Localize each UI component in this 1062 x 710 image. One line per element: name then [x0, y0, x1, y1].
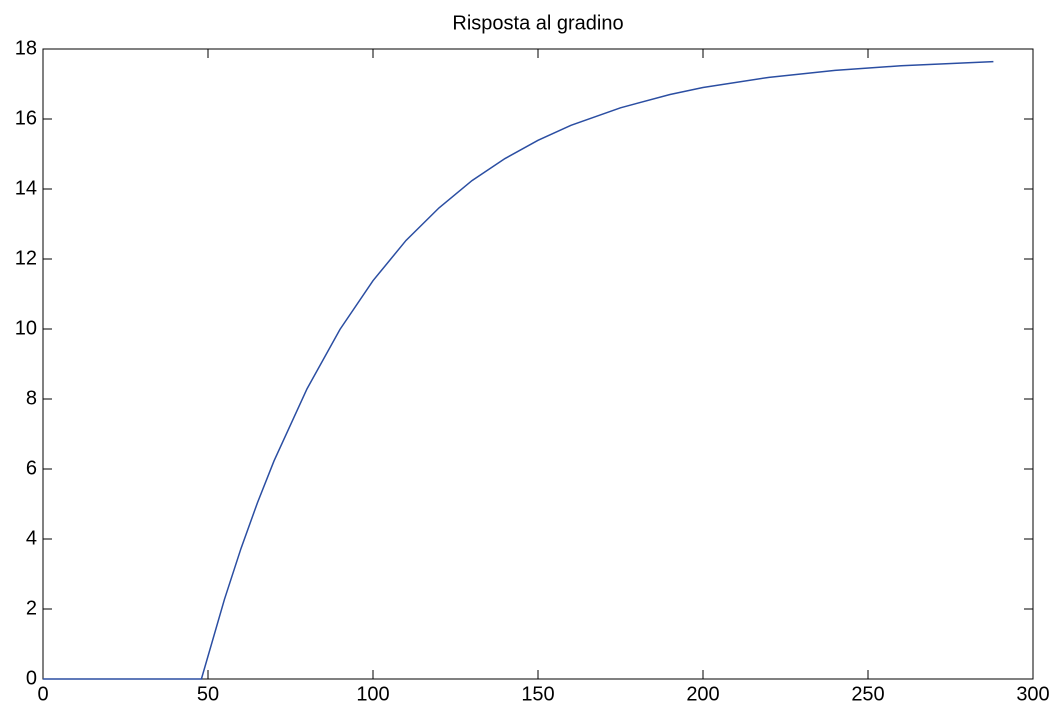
plot-frame — [42, 48, 1034, 680]
x-tick-label: 200 — [686, 683, 719, 705]
y-tick-label: 16 — [15, 107, 37, 129]
x-tick-label: 0 — [37, 683, 48, 705]
x-tick-label: 150 — [521, 683, 554, 705]
y-tick-label: 14 — [15, 177, 37, 199]
y-tick-label: 2 — [26, 597, 37, 619]
y-tick-label: 10 — [15, 317, 37, 339]
data-line — [43, 60, 994, 680]
y-tick-label: 18 — [15, 37, 37, 59]
x-tick-label: 50 — [197, 683, 219, 705]
x-tick-label: 300 — [1016, 683, 1049, 705]
x-tick-label: 250 — [851, 683, 884, 705]
y-tick-label: 12 — [15, 247, 37, 269]
y-tick-label: 4 — [26, 527, 37, 549]
chart-title: Risposta al gradino — [452, 12, 623, 34]
y-tick-label: 0 — [26, 667, 37, 689]
y-tick-label: 6 — [26, 457, 37, 479]
y-tick-label: 8 — [26, 387, 37, 409]
x-tick-label: 100 — [356, 683, 389, 705]
